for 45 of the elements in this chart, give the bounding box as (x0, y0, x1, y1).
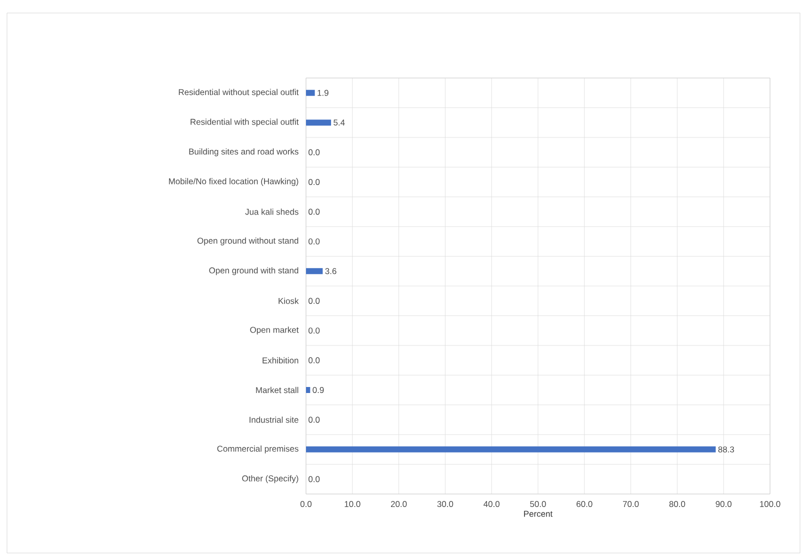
y-tick-label: Commercial premises (217, 445, 298, 454)
y-tick-label: Jua kali sheds (245, 208, 298, 215)
y-tick-label: Exhibition (262, 357, 298, 364)
x-tick-label: 30.0 (437, 501, 454, 508)
x-tick-label: 20.0 (390, 501, 407, 508)
y-tick-label: Industrial site (250, 416, 298, 423)
data-label: 0.0 (308, 476, 320, 482)
bar (306, 446, 716, 452)
data-label: 3.6 (325, 268, 336, 274)
data-label: 0.0 (308, 357, 320, 364)
data-label: 0.9 (312, 387, 324, 393)
y-tick-label: Market stall (256, 386, 298, 394)
x-tick-label: 90.0 (716, 501, 732, 508)
data-label: 0.0 (308, 149, 320, 156)
x-tick-label: 80.0 (669, 501, 686, 508)
bar (306, 387, 310, 394)
y-tick-label: Residential without special outfit (178, 88, 299, 97)
data-label: 0.0 (308, 416, 320, 423)
data-label: 0.0 (308, 298, 320, 304)
x-tick-label: 70.0 (623, 501, 639, 508)
data-label: 1.9 (318, 90, 328, 96)
bar (306, 120, 332, 126)
y-tick-label: Kiosk (278, 298, 299, 304)
x-tick-label: 10.0 (344, 501, 360, 508)
x-tick-label: 100.0 (760, 501, 780, 508)
x-tick-label: 60.0 (576, 501, 592, 508)
y-tick-label: Building sites and road works (189, 148, 298, 156)
y-tick-label: Open ground with stand (209, 267, 298, 276)
x-axis-title: Percent (524, 510, 553, 517)
bar (306, 90, 315, 96)
data-label: 0.0 (308, 238, 320, 244)
data-label: 88.3 (718, 446, 734, 452)
y-tick-label: Mobile/No fixed location (Hawking) (169, 178, 298, 186)
y-tick-label: Other (Specify) (242, 475, 298, 484)
x-tick-label: 40.0 (484, 501, 500, 508)
y-tick-label: Open market (250, 326, 299, 335)
x-tick-label: 50.0 (530, 501, 546, 508)
data-label: 5.4 (334, 120, 345, 126)
bar (306, 268, 323, 274)
x-tick-label: 0.0 (300, 501, 312, 508)
data-label: 0.0 (308, 208, 320, 215)
y-tick-label: Open ground without stand (197, 237, 298, 246)
data-label: 0.0 (308, 179, 320, 185)
y-tick-label: Residential with special outfit (190, 118, 299, 127)
data-label: 0.0 (308, 328, 320, 334)
